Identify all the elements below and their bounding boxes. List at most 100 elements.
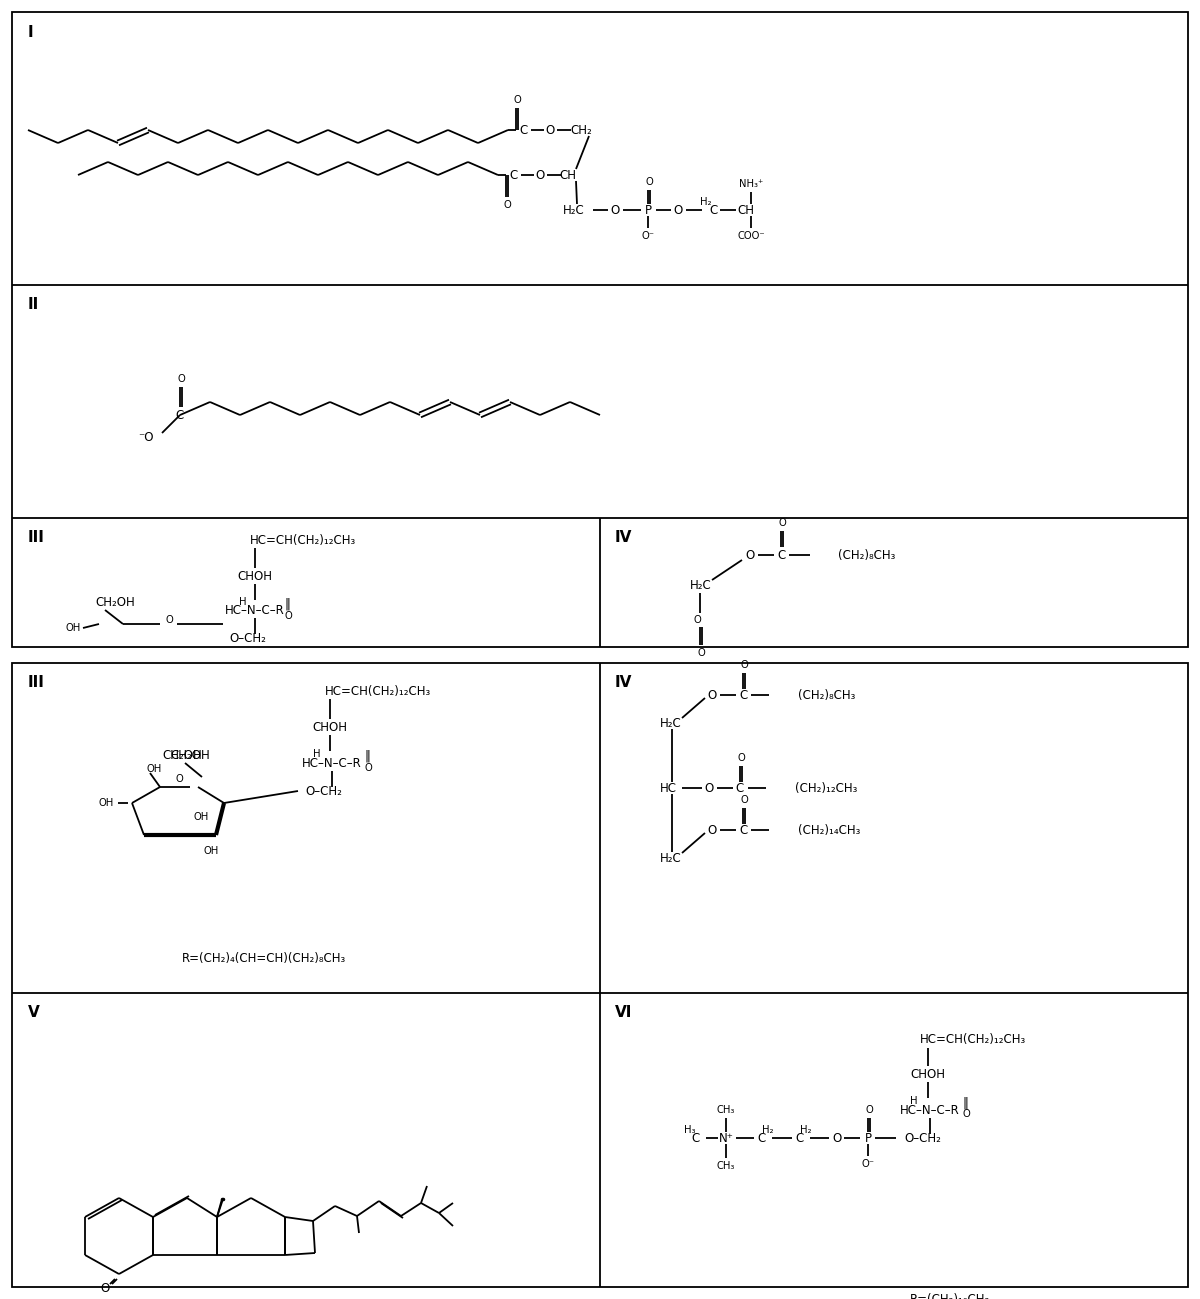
Text: O–CH₂: O–CH₂ [305, 785, 342, 798]
Text: NH₃⁺: NH₃⁺ [739, 179, 763, 188]
Text: HC–N–C–R: HC–N–C–R [226, 604, 284, 617]
Text: HC–N–C–R: HC–N–C–R [302, 756, 362, 769]
Text: C: C [758, 1131, 766, 1144]
Text: C: C [739, 688, 748, 701]
Text: CH₂: CH₂ [570, 123, 592, 136]
Text: O: O [707, 688, 716, 701]
Text: C: C [736, 782, 744, 795]
Text: III: III [28, 530, 44, 546]
Text: V: V [28, 1005, 40, 1020]
Text: III: III [28, 675, 44, 690]
Text: O: O [697, 648, 704, 659]
Text: O: O [166, 614, 173, 625]
Text: CH₂OH: CH₂OH [170, 748, 210, 761]
Text: O–CH₂: O–CH₂ [904, 1131, 941, 1144]
Text: O: O [101, 1282, 109, 1295]
Text: CHOH: CHOH [312, 721, 348, 734]
Text: H₃: H₃ [684, 1125, 696, 1135]
Text: C: C [776, 548, 785, 561]
Text: II: II [28, 297, 40, 312]
Text: ‖: ‖ [284, 598, 290, 611]
Text: (CH₂)₁₄CH₃: (CH₂)₁₄CH₃ [798, 824, 860, 837]
Text: O: O [175, 774, 182, 785]
Text: H₂C: H₂C [690, 578, 712, 591]
Text: (CH₂)₁₂CH₃: (CH₂)₁₂CH₃ [796, 782, 857, 795]
Text: O: O [535, 169, 545, 182]
Text: H₂: H₂ [701, 197, 712, 207]
Text: O: O [646, 177, 653, 187]
Text: H: H [313, 750, 320, 759]
Text: COO⁻: COO⁻ [737, 231, 764, 242]
Text: R=(CH₂)₁₀CH₃: R=(CH₂)₁₀CH₃ [910, 1294, 990, 1299]
Text: HC=CH(CH₂)₁₂CH₃: HC=CH(CH₂)₁₂CH₃ [920, 1034, 1026, 1047]
Text: P: P [864, 1131, 871, 1144]
Text: ‖: ‖ [962, 1096, 968, 1109]
Text: IV: IV [616, 530, 632, 546]
Text: CH: CH [738, 204, 755, 217]
Text: CH: CH [559, 169, 576, 182]
Text: N⁺: N⁺ [719, 1131, 733, 1144]
Text: C: C [692, 1131, 700, 1144]
Text: ‖: ‖ [364, 750, 370, 763]
Text: O: O [364, 763, 372, 773]
Bar [12, 662, 1188, 1287]
Text: C: C [510, 169, 518, 182]
Text: C: C [739, 824, 748, 837]
Text: HC–N–C–R: HC–N–C–R [900, 1103, 960, 1117]
Text: O: O [962, 1109, 970, 1118]
Text: H₂: H₂ [800, 1125, 811, 1135]
Text: H: H [239, 598, 247, 607]
Text: C: C [709, 204, 718, 217]
Text: OH: OH [146, 764, 162, 774]
Text: H₂: H₂ [762, 1125, 774, 1135]
Text: CHOH: CHOH [911, 1068, 946, 1081]
Text: OH: OH [203, 846, 218, 856]
Text: IV: IV [616, 675, 632, 690]
Text: O: O [611, 204, 619, 217]
Text: HC: HC [660, 782, 677, 795]
Text: H₂C: H₂C [563, 204, 584, 217]
Text: OH: OH [98, 798, 114, 808]
Text: CH₃: CH₃ [716, 1105, 736, 1115]
Text: CH₃: CH₃ [716, 1161, 736, 1170]
Text: O: O [778, 518, 786, 527]
Text: CHOH: CHOH [238, 569, 272, 582]
Text: O–CH₂: O–CH₂ [229, 631, 266, 644]
Text: HC=CH(CH₂)₁₂CH₃: HC=CH(CH₂)₁₂CH₃ [250, 534, 356, 547]
Text: O: O [745, 548, 755, 561]
Text: O: O [545, 123, 554, 136]
Text: O: O [284, 611, 292, 621]
Text: O: O [707, 824, 716, 837]
Text: O: O [673, 204, 683, 217]
Text: O⁻: O⁻ [862, 1159, 875, 1169]
Text: O⁻: O⁻ [642, 231, 654, 242]
Text: O: O [514, 95, 521, 105]
Text: O: O [178, 374, 185, 385]
Text: OH: OH [65, 624, 80, 633]
Bar [12, 12, 1188, 647]
Text: P: P [644, 204, 652, 217]
Text: I: I [28, 25, 34, 40]
Text: (CH₂)₈CH₃: (CH₂)₈CH₃ [838, 548, 895, 561]
Text: O: O [737, 753, 745, 763]
Text: ⁻O: ⁻O [138, 430, 154, 443]
Text: R=(CH₂)₄(CH=CH)(CH₂)₈CH₃: R=(CH₂)₄(CH=CH)(CH₂)₈CH₃ [182, 951, 347, 964]
Text: H: H [911, 1096, 918, 1105]
Text: O: O [740, 660, 748, 670]
Text: VI: VI [616, 1005, 632, 1020]
Text: O: O [740, 795, 748, 805]
Text: (CH₂)₈CH₃: (CH₂)₈CH₃ [798, 688, 856, 701]
Text: HC=CH(CH₂)₁₂CH₃: HC=CH(CH₂)₁₂CH₃ [325, 685, 431, 698]
Text: OH: OH [194, 812, 209, 822]
Text: H₂C: H₂C [660, 717, 682, 730]
Text: O: O [503, 200, 511, 210]
Text: C: C [176, 408, 184, 421]
Text: CH₂OH: CH₂OH [95, 595, 134, 608]
Text: O: O [704, 782, 714, 795]
Text: H₂C: H₂C [660, 852, 682, 865]
Text: C: C [520, 123, 528, 136]
Text: CH₂OH: CH₂OH [162, 748, 202, 761]
Text: O: O [694, 614, 702, 625]
Text: O: O [865, 1105, 872, 1115]
Text: C: C [796, 1131, 804, 1144]
